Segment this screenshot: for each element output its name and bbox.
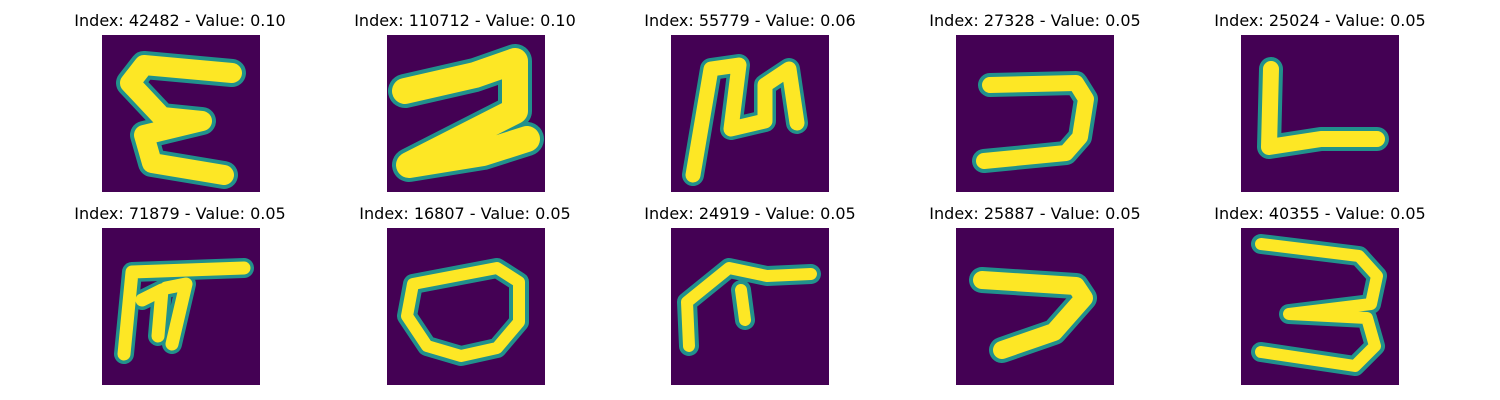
- panel-title: Index: 40355 - Value: 0.05: [1214, 204, 1426, 223]
- handwritten-glyph-icon: [1257, 57, 1389, 159]
- panel-title: Index: 25887 - Value: 0.05: [929, 204, 1141, 223]
- handwritten-glyph-icon: [682, 54, 808, 186]
- glyph-image: [671, 228, 829, 385]
- panel-title: Index: 110712 - Value: 0.10: [354, 11, 576, 30]
- panel-title: Index: 71879 - Value: 0.05: [74, 204, 286, 223]
- handwritten-glyph-icon: [1251, 234, 1387, 376]
- handwritten-glyph-icon: [116, 51, 246, 189]
- handwritten-glyph-icon: [397, 258, 529, 366]
- glyph-image: [387, 35, 545, 192]
- panel-title: Index: 42482 - Value: 0.10: [74, 11, 286, 30]
- glyph-image: [1241, 228, 1399, 385]
- panel-title: Index: 16807 - Value: 0.05: [359, 204, 571, 223]
- glyph-image: [1241, 35, 1399, 192]
- glyph-image: [956, 228, 1114, 385]
- handwritten-glyph-icon: [388, 44, 544, 182]
- glyph-image: [956, 35, 1114, 192]
- panel-title: Index: 27328 - Value: 0.05: [929, 11, 1141, 30]
- glyph-image: [387, 228, 545, 385]
- panel-title: Index: 25024 - Value: 0.05: [1214, 11, 1426, 30]
- glyph-image: [102, 228, 260, 385]
- handwritten-glyph-icon: [677, 258, 821, 356]
- panel-title: Index: 24919 - Value: 0.05: [644, 204, 856, 223]
- glyph-image: [671, 35, 829, 192]
- glyph-image: [102, 35, 260, 192]
- handwritten-glyph-icon: [969, 267, 1097, 363]
- handwritten-glyph-icon: [114, 258, 254, 364]
- handwritten-glyph-icon: [972, 71, 1098, 173]
- panel-title: Index: 55779 - Value: 0.06: [644, 11, 856, 30]
